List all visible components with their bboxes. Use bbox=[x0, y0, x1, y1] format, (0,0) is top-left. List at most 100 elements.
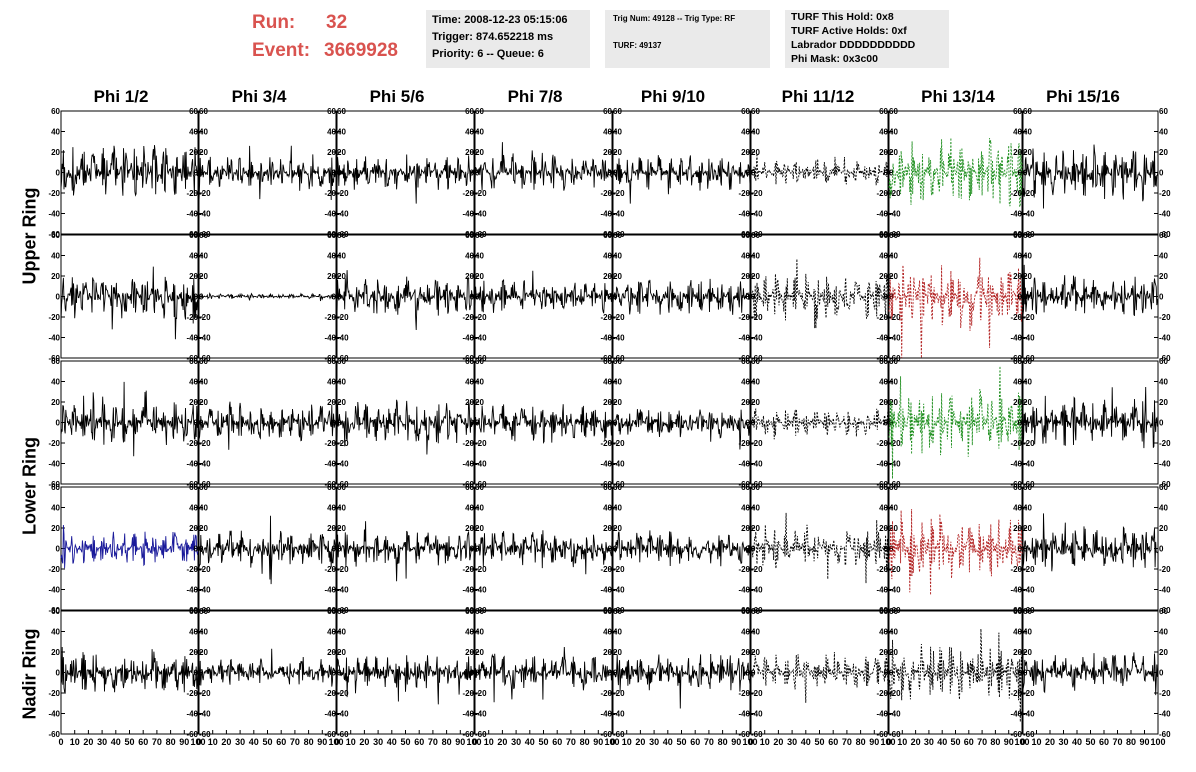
waveform-trace bbox=[474, 142, 613, 191]
y-tick-label: -20 bbox=[324, 689, 336, 698]
y-tick-label: 40 bbox=[1159, 128, 1168, 137]
x-tick-label: 40 bbox=[111, 737, 121, 747]
y-tick-label: -40 bbox=[1010, 334, 1022, 343]
y-tick-label: -20 bbox=[48, 313, 60, 322]
y-tick-label: 40 bbox=[475, 504, 484, 513]
y-tick-label: 20 bbox=[465, 148, 474, 157]
y-tick-label: 40 bbox=[613, 378, 622, 387]
x-tick-label: 70 bbox=[152, 737, 162, 747]
y-tick-label: 40 bbox=[51, 252, 60, 261]
waveform-trace bbox=[1022, 652, 1159, 696]
y-tick-label: 20 bbox=[465, 648, 474, 657]
y-tick-label: -40 bbox=[199, 334, 211, 343]
y-tick-label: 40 bbox=[475, 628, 484, 637]
y-tick-label: -40 bbox=[199, 460, 211, 469]
priority-text: Priority: 6 -- Queue: 6 bbox=[432, 48, 544, 60]
y-tick-label: 0 bbox=[194, 669, 199, 678]
x-tick-label: 30 bbox=[373, 737, 383, 747]
y-tick-label: 0 bbox=[332, 419, 337, 428]
waveform-trace bbox=[1022, 386, 1159, 449]
time-text: Time: 2008-12-23 05:15:06 bbox=[432, 14, 568, 26]
y-tick-label: 0 bbox=[332, 669, 337, 678]
y-tick-label: -40 bbox=[876, 460, 888, 469]
y-tick-label: 0 bbox=[1018, 419, 1023, 428]
waveform-trace bbox=[336, 521, 475, 582]
x-tick-label: 30 bbox=[649, 737, 659, 747]
x-tick-label: 30 bbox=[235, 737, 245, 747]
y-tick-label: 20 bbox=[475, 398, 484, 407]
y-tick-label: 60 bbox=[327, 483, 336, 492]
waveform-trace bbox=[198, 515, 337, 585]
y-tick-label: -20 bbox=[186, 689, 198, 698]
y-tick-label: 40 bbox=[51, 504, 60, 513]
run-event-box: Run: 32 Event: 3669928 bbox=[252, 10, 424, 70]
y-tick-label: 0 bbox=[56, 419, 61, 428]
y-tick-label: -40 bbox=[738, 334, 750, 343]
y-tick-label: -60 bbox=[462, 730, 474, 739]
y-tick-label: 20 bbox=[741, 524, 750, 533]
y-tick-label: 20 bbox=[751, 648, 760, 657]
y-tick-label: 20 bbox=[1023, 148, 1032, 157]
x-tick-label: 50 bbox=[538, 737, 548, 747]
x-tick-label: 60 bbox=[828, 737, 838, 747]
x-tick-label: 10 bbox=[70, 737, 80, 747]
y-tick-label: -40 bbox=[1159, 210, 1171, 219]
y-tick-label: 60 bbox=[603, 357, 612, 366]
y-tick-label: 60 bbox=[51, 607, 60, 616]
y-tick-label: 60 bbox=[51, 357, 60, 366]
x-tick-label: 50 bbox=[124, 737, 134, 747]
y-tick-label: -40 bbox=[738, 210, 750, 219]
x-tick-label: 100 bbox=[880, 737, 895, 747]
y-tick-label: -20 bbox=[613, 313, 625, 322]
y-tick-label: -40 bbox=[613, 586, 625, 595]
y-tick-label: -20 bbox=[48, 189, 60, 198]
y-tick-label: 40 bbox=[51, 378, 60, 387]
x-tick-label: 50 bbox=[1085, 737, 1095, 747]
y-tick-label: -40 bbox=[1023, 334, 1035, 343]
x-tick-label: 50 bbox=[262, 737, 272, 747]
y-tick-label: 20 bbox=[327, 648, 336, 657]
y-tick-label: -60 bbox=[1010, 480, 1022, 489]
y-tick-label: 0 bbox=[1018, 169, 1023, 178]
y-tick-label: -20 bbox=[613, 565, 625, 574]
time-trigger-box: Time: 2008-12-23 05:15:06 Trigger: 874.6… bbox=[426, 10, 590, 68]
y-tick-label: -20 bbox=[1010, 689, 1022, 698]
waveform-trace bbox=[612, 278, 751, 315]
x-tick-label: 60 bbox=[1099, 737, 1109, 747]
y-tick-label: -60 bbox=[738, 354, 750, 363]
y-tick-label: 20 bbox=[1013, 524, 1022, 533]
x-tick-label: 20 bbox=[911, 737, 921, 747]
turf-active-text: TURF Active Holds: 0xf bbox=[791, 25, 907, 37]
waveform-trace bbox=[1022, 144, 1159, 209]
y-tick-label: 60 bbox=[1013, 607, 1022, 616]
y-tick-label: -40 bbox=[199, 210, 211, 219]
col-header-phi-1-2: Phi 1/2 bbox=[93, 87, 149, 106]
event-value: 3669928 bbox=[324, 40, 398, 61]
y-tick-label: -20 bbox=[324, 189, 336, 198]
y-tick-label: 40 bbox=[889, 628, 898, 637]
x-tick-label: 0 bbox=[610, 737, 615, 747]
y-tick-label: -60 bbox=[324, 730, 336, 739]
y-tick-label: 40 bbox=[741, 504, 750, 513]
y-tick-label: 40 bbox=[1013, 504, 1022, 513]
waveform-trace bbox=[750, 408, 889, 440]
y-tick-label: -40 bbox=[337, 460, 349, 469]
x-tick-label: 0 bbox=[472, 737, 477, 747]
y-tick-label: 20 bbox=[1013, 648, 1022, 657]
y-tick-label: 0 bbox=[1018, 293, 1023, 302]
y-tick-label: -20 bbox=[600, 565, 612, 574]
x-tick-label: 80 bbox=[166, 737, 176, 747]
y-tick-label: -40 bbox=[1023, 710, 1035, 719]
x-tick-label: 0 bbox=[748, 737, 753, 747]
y-tick-label: -60 bbox=[1159, 730, 1171, 739]
y-tick-label: -40 bbox=[1159, 334, 1171, 343]
y-tick-label: 0 bbox=[470, 169, 475, 178]
y-tick-label: 20 bbox=[879, 398, 888, 407]
y-tick-label: -20 bbox=[738, 313, 750, 322]
y-tick-label: -20 bbox=[337, 313, 349, 322]
y-tick-label: 20 bbox=[337, 272, 346, 281]
y-tick-label: 60 bbox=[189, 483, 198, 492]
y-tick-label: 60 bbox=[465, 483, 474, 492]
y-tick-label: 20 bbox=[889, 648, 898, 657]
y-tick-label: 0 bbox=[56, 293, 61, 302]
